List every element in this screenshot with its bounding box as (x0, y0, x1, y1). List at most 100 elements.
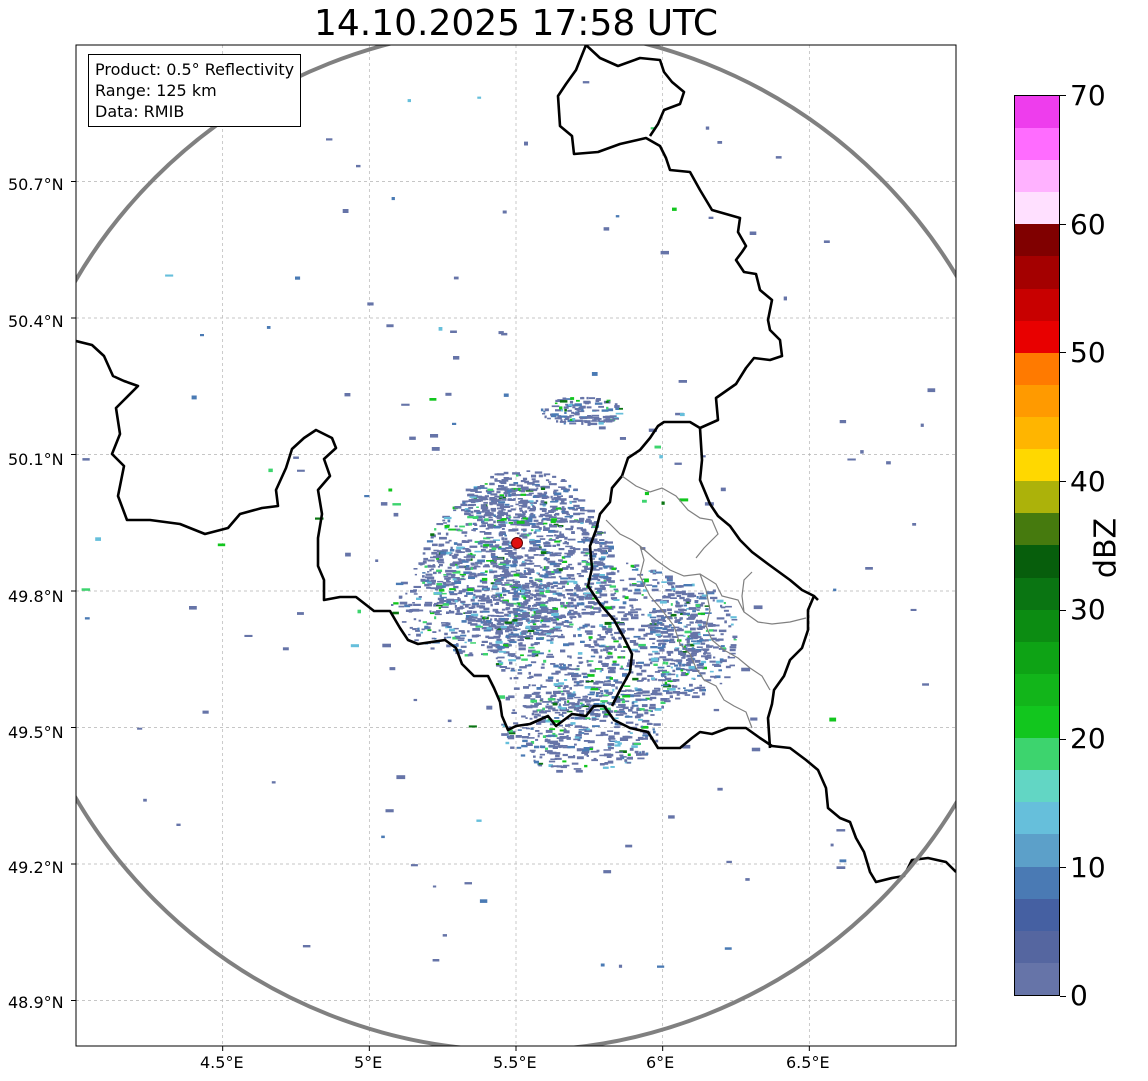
echo-pixel (602, 683, 611, 686)
echo-pixel (499, 506, 503, 509)
echo-pixel (453, 585, 459, 589)
echo-pixel (579, 712, 584, 715)
echo-pixel (664, 625, 671, 628)
echo-pixel (528, 671, 531, 675)
echo-pixel (559, 697, 566, 701)
echo-pixel (927, 388, 936, 393)
echo-pixel (562, 397, 567, 401)
echo-pixel (549, 635, 555, 638)
echo-pixel (652, 610, 657, 613)
echo-pixel (581, 608, 586, 611)
echo-pixel (530, 625, 538, 628)
echo-pixel (477, 599, 484, 602)
echo-pixel (498, 485, 505, 488)
echo-pixel (514, 494, 521, 496)
echo-pixel (528, 597, 534, 599)
echo-pixel (508, 729, 513, 733)
echo-pixel (701, 661, 705, 663)
echo-pixel (612, 638, 617, 641)
echo-pixel (674, 648, 679, 652)
echo-pixel (546, 703, 549, 705)
echo-pixel (508, 550, 513, 553)
echo-pixel (459, 605, 464, 608)
echo-pixel (709, 660, 716, 663)
echo-pixel (687, 657, 694, 661)
echo-pixel (532, 609, 538, 611)
echo-pixel (449, 602, 453, 605)
echo-pixel (513, 613, 521, 616)
echo-pixel (651, 624, 659, 627)
echo-pixel (671, 587, 676, 591)
echo-pixel (701, 655, 709, 658)
echo-pixel (524, 554, 529, 557)
echo-pixel (515, 624, 519, 627)
echo-pixel (651, 622, 655, 625)
echo-pixel (504, 537, 508, 541)
echo-pixel (571, 577, 576, 580)
echo-pixel (603, 419, 606, 422)
echo-pixel (453, 542, 458, 545)
echo-pixel (572, 508, 578, 511)
echo-pixel (644, 578, 649, 583)
colorbar-segment (1015, 192, 1059, 225)
echo-pixel (382, 643, 391, 648)
echo-pixel (529, 717, 533, 720)
echo-pixel (729, 652, 736, 655)
echo-pixel (507, 517, 511, 521)
echo-pixel (545, 566, 550, 569)
echo-pixel (593, 548, 599, 552)
echo-pixel (601, 409, 609, 412)
echo-pixel (590, 713, 599, 716)
echo-pixel (544, 618, 549, 621)
echo-pixel (566, 553, 573, 556)
echo-pixel (422, 575, 425, 578)
echo-pixel (512, 594, 520, 598)
echo-pixel (495, 629, 503, 633)
echo-pixel (432, 611, 440, 614)
echo-pixel (719, 682, 723, 685)
echo-pixel (554, 626, 561, 629)
echo-pixel (553, 693, 557, 697)
echo-pixel (586, 548, 590, 551)
echo-pixel (413, 698, 418, 702)
echo-pixel (463, 571, 471, 575)
echo-pixel (454, 581, 461, 584)
echo-pixel (687, 635, 690, 638)
echo-pixel (694, 600, 699, 602)
echo-pixel (530, 661, 537, 664)
echo-pixel (628, 709, 633, 712)
echo-pixel (667, 680, 675, 682)
echo-pixel (683, 604, 687, 607)
echo-pixel (608, 554, 615, 558)
echo-pixel (495, 557, 503, 560)
echo-pixel (596, 692, 601, 695)
echo-pixel (550, 585, 555, 589)
echo-pixel (630, 599, 638, 601)
echo-pixel (608, 580, 615, 583)
echo-pixel (611, 621, 616, 624)
echo-pixel (587, 674, 595, 677)
echo-pixel (678, 608, 685, 611)
echo-pixel (615, 407, 623, 410)
echo-pixel (588, 686, 596, 689)
echo-pixel (584, 764, 588, 768)
echo-pixel (501, 537, 505, 541)
echo-pixel (521, 515, 527, 519)
echo-pixel (499, 524, 506, 527)
colorbar-segment (1015, 609, 1059, 642)
echo-pixel (662, 671, 670, 674)
echo-pixel (509, 732, 516, 735)
echo-pixel (504, 534, 507, 537)
echo-pixel (733, 638, 737, 641)
echo-pixel (425, 573, 433, 576)
echo-pixel (698, 592, 704, 595)
echo-pixel (619, 737, 629, 741)
echo-pixel (522, 517, 528, 520)
echo-pixel (493, 576, 498, 579)
echo-pixel (660, 630, 669, 634)
province-borders (605, 475, 807, 729)
echo-pixel (655, 609, 664, 613)
echo-pixel (420, 578, 426, 582)
echo-pixel (569, 609, 574, 612)
echo-pixel (603, 870, 612, 874)
